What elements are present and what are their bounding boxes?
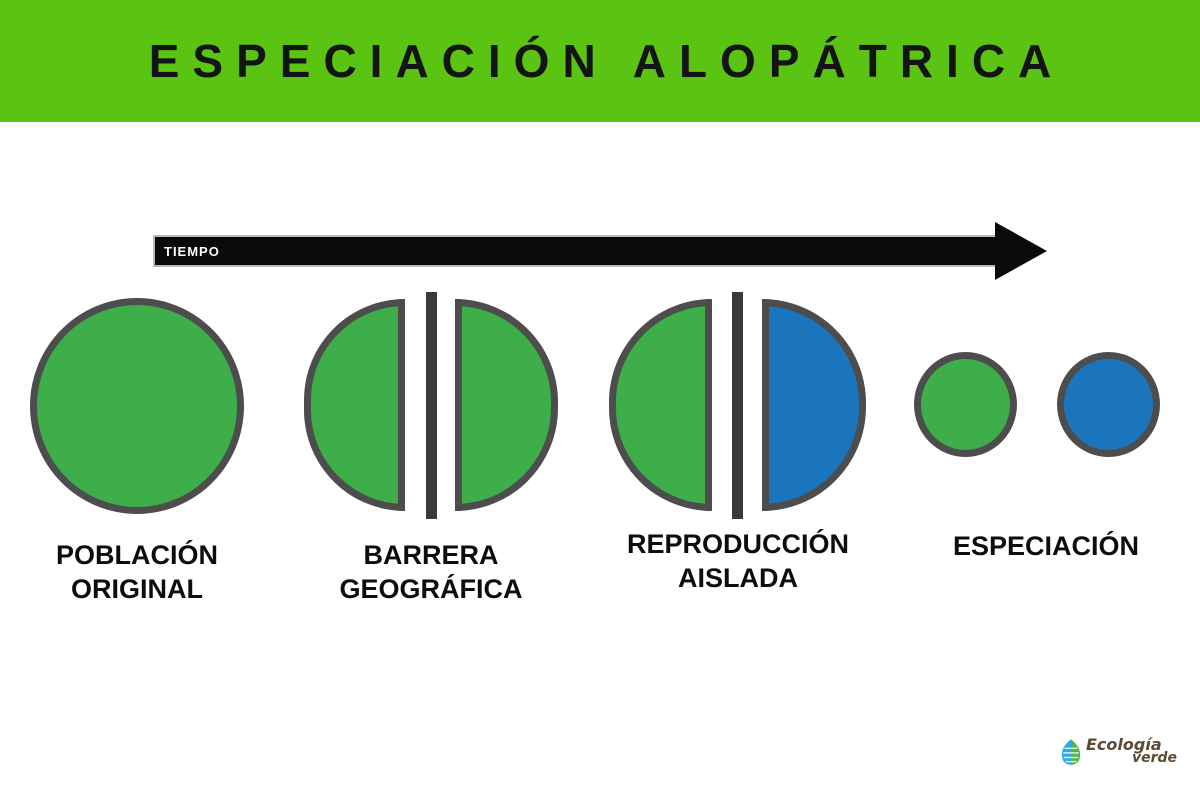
barrier-right-half-circle (455, 299, 558, 511)
logo-word-verde: verde (1132, 750, 1178, 766)
arrowhead-icon (995, 222, 1047, 280)
speciation-green-circle (914, 352, 1017, 457)
original-population-circle (30, 298, 244, 514)
stage-label-line: GEOGRÁFICA (339, 574, 523, 604)
stage-label-reproduccion-aislada: REPRODUCCIÓN AISLADA (593, 527, 883, 595)
stage-label-barrera-geografica: BARRERA GEOGRÁFICA (301, 538, 561, 606)
timeline-arrow: TIEMPO (155, 237, 995, 265)
stage-label-line: BARRERA (363, 540, 499, 570)
isolated-right-half-circle (762, 299, 866, 511)
leaf-icon (1061, 739, 1081, 765)
geographic-barrier-bar (426, 292, 437, 519)
page-title: ESPECIACIÓN ALOPÁTRICA (148, 35, 1065, 87)
isolated-left-half-circle (609, 299, 712, 511)
stage-label-poblacion-original: POBLACIÓN ORIGINAL (7, 538, 267, 606)
stage-label-line: ORIGINAL (71, 574, 203, 604)
stage-label-line: REPRODUCCIÓN (626, 529, 849, 559)
header-band: ESPECIACIÓN ALOPÁTRICA (0, 0, 1200, 122)
stage-label-line: ESPECIACIÓN (952, 531, 1140, 561)
speciation-blue-circle (1057, 352, 1160, 457)
ecologia-verde-logo: Ecología verde (1060, 737, 1177, 767)
stage-label-especiacion: ESPECIACIÓN (916, 529, 1176, 563)
timeline-label: TIEMPO (164, 243, 220, 259)
logo-word-ecologia: Ecología (1086, 735, 1162, 754)
barrier-left-half-circle (304, 299, 405, 511)
stage-label-line: POBLACIÓN (56, 540, 218, 570)
isolated-barrier-bar (732, 292, 743, 519)
stage-label-line: AISLADA (678, 563, 798, 593)
logo-text: Ecología verde (1086, 735, 1178, 766)
